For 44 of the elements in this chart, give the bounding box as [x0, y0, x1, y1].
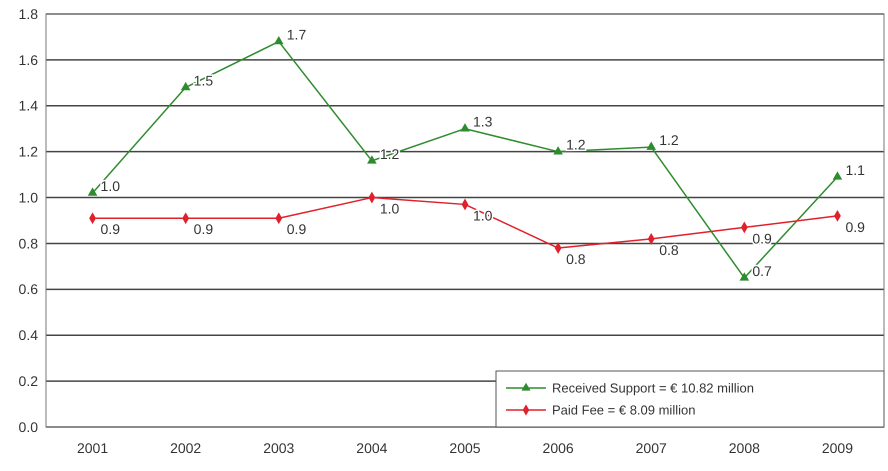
point: [88, 187, 98, 196]
y-tick-label: 1.8: [18, 6, 38, 22]
point: [832, 171, 842, 180]
y-tick-label: 1.0: [18, 189, 38, 206]
data-label: 1.0: [100, 178, 120, 194]
data-label: 1.1: [845, 162, 866, 178]
data-label: 0.8: [659, 242, 679, 258]
legend-label: Received Support = € 10.82 million: [552, 380, 754, 396]
x-tick-label: 2007: [636, 440, 668, 456]
y-tick-label: 0.6: [18, 281, 38, 298]
data-label: 1.0: [380, 200, 400, 217]
y-tick-label: 1.2: [18, 144, 38, 160]
data-label: 1.3: [473, 114, 493, 130]
x-tick-label: 2002: [170, 440, 202, 456]
data-label: 0.9: [752, 230, 772, 246]
y-tick-label: 1.6: [18, 52, 38, 68]
point: [274, 36, 284, 44]
data-label: 1.2: [659, 132, 679, 148]
data-label: 1.2: [566, 136, 586, 153]
x-tick-label: 2003: [263, 440, 295, 456]
data-label: 0.8: [566, 251, 586, 268]
data-label: 0.9: [194, 221, 214, 238]
data-label: 0.7: [752, 262, 772, 279]
x-tick-label: 2006: [542, 440, 574, 456]
y-tick-label: 0.4: [18, 327, 38, 344]
x-tick-label: 2008: [728, 440, 760, 456]
legend-label: Paid Fee = € 8.09 million: [552, 402, 696, 418]
x-tick-label: 2001: [76, 440, 108, 456]
data-label: 0.9: [286, 221, 306, 238]
x-tick-label: 2004: [356, 440, 388, 456]
x-tick-label: 2005: [449, 440, 481, 456]
point: [646, 142, 656, 150]
point: [180, 82, 190, 90]
data-label: 1.7: [286, 26, 306, 43]
y-tick-label: 1.4: [18, 98, 38, 114]
y-tick-label: 0.0: [18, 418, 38, 435]
point: [367, 155, 377, 164]
y-tick-label: 0.8: [18, 235, 38, 252]
data-label: 0.9: [845, 218, 866, 235]
data-label: 0.9: [100, 221, 120, 238]
y-tick-label: 0.2: [18, 373, 38, 390]
point: [553, 146, 563, 154]
point: [460, 123, 470, 132]
x-tick-label: 2009: [822, 440, 854, 456]
